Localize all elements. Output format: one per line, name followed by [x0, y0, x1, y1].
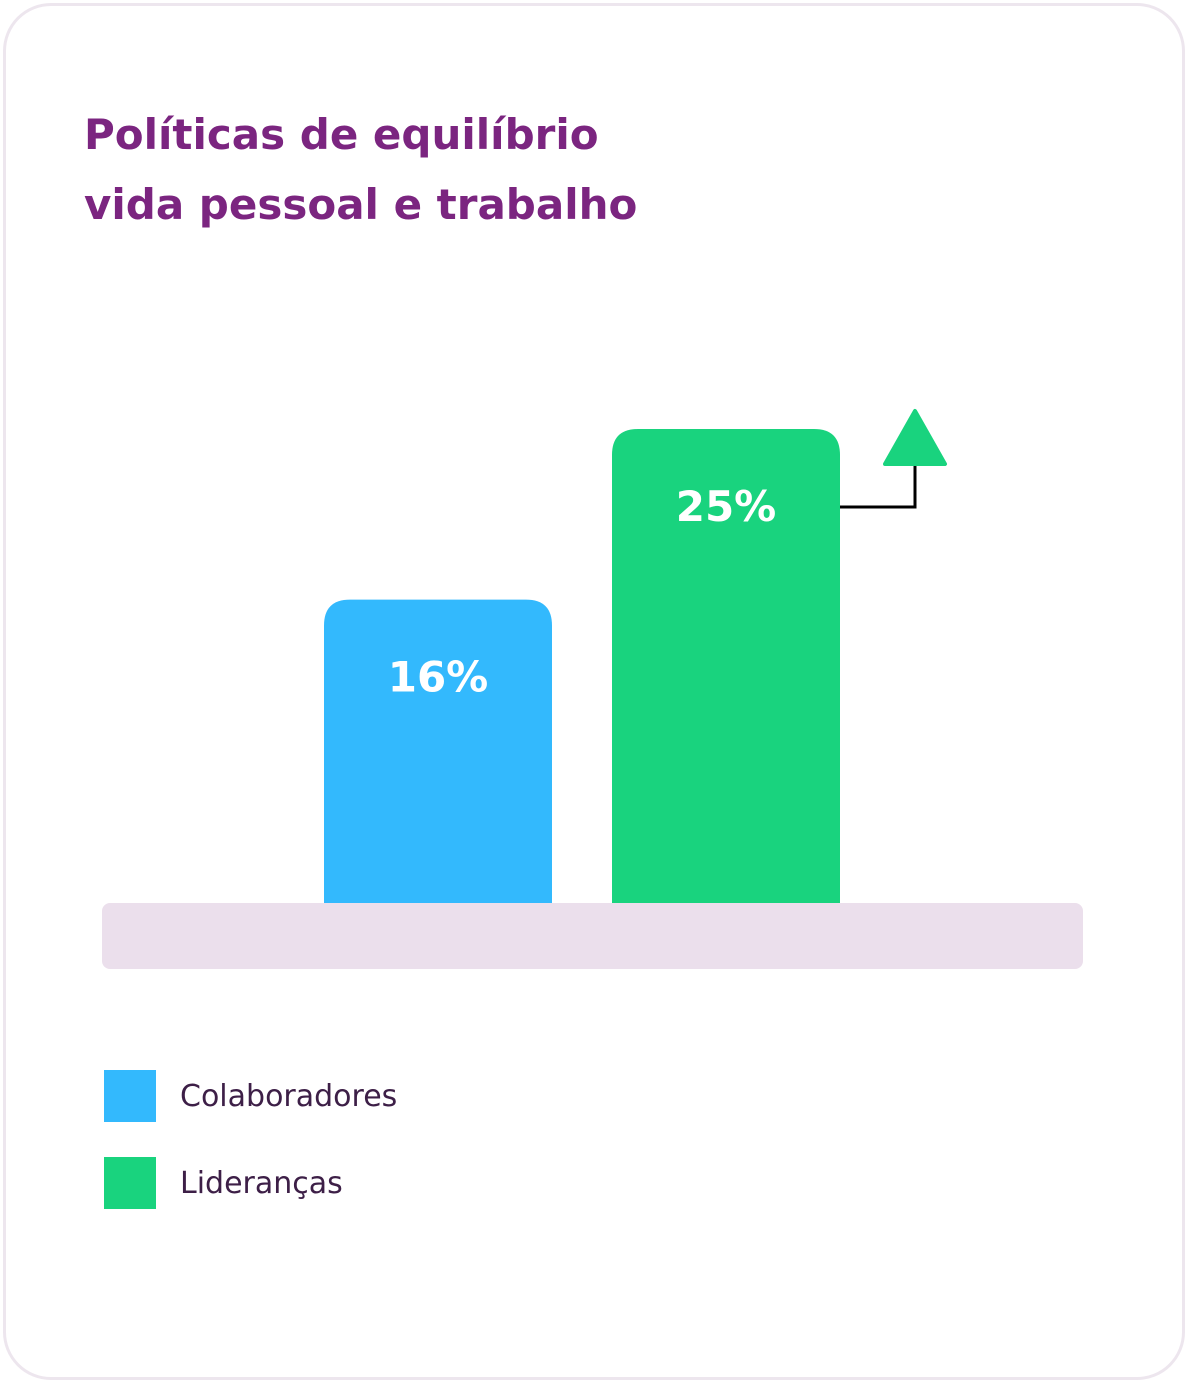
- legend: Colaboradores Lideranças: [104, 1070, 397, 1244]
- bars-group: 16% 25%: [324, 429, 840, 903]
- bar-liderancas: [612, 429, 840, 903]
- bar-colaboradores-value-label: 16%: [388, 653, 489, 702]
- title-line-2: vida pessoal e trabalho: [84, 180, 638, 229]
- bar-colaboradores: [324, 599, 552, 903]
- title-line-1: Políticas de equilíbrio: [84, 110, 599, 159]
- legend-item-liderancas: Lideranças: [104, 1157, 397, 1209]
- bar-liderancas-value-label: 25%: [676, 482, 777, 531]
- growth-annotation: [840, 409, 947, 509]
- legend-swatch-colaboradores: [104, 1070, 156, 1122]
- up-arrow-icon: [883, 409, 947, 466]
- legend-label-liderancas: Lideranças: [180, 1165, 343, 1201]
- legend-label-colaboradores: Colaboradores: [180, 1078, 398, 1114]
- legend-swatch-liderancas: [104, 1157, 156, 1209]
- chart-title: Políticas de equilíbrio vida pessoal e t…: [84, 100, 984, 240]
- baseline-platform: [102, 903, 1083, 969]
- bar-chart: 16% 25%: [102, 409, 1083, 969]
- connector-line: [840, 463, 917, 509]
- chart-card: [3, 3, 1185, 1380]
- legend-item-colaboradores: Colaboradores: [104, 1070, 397, 1122]
